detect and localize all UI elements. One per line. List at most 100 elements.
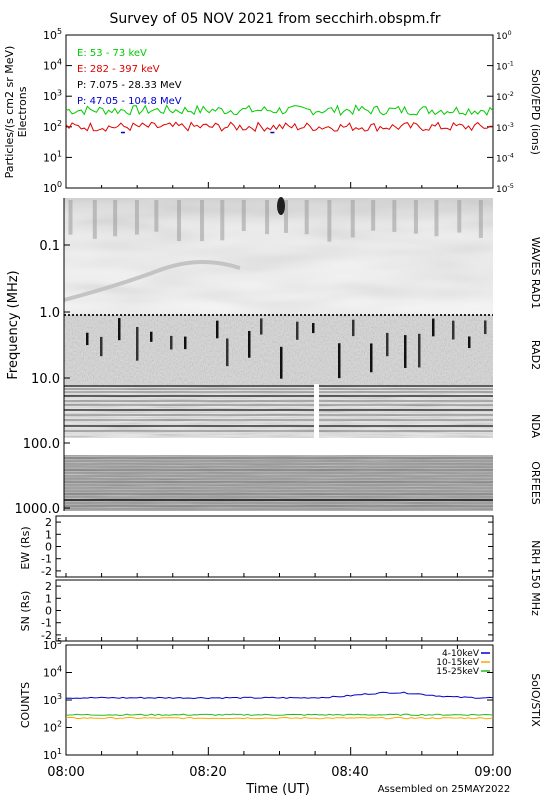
stix-ylabel: COUNTS: [19, 682, 32, 728]
stix-series-0: [65, 691, 494, 700]
nrh-ew-ylabel: EW (Rs): [19, 526, 32, 569]
radio-y-axis: 0.1 1.0 10.0 100.0 1000.0: [15, 239, 70, 517]
rad1-burst: [241, 200, 246, 232]
rad1-burst: [371, 200, 376, 231]
epd-ytick-label: 104: [43, 58, 62, 73]
stix-y-axis: 101 102 103 104 105: [43, 637, 493, 762]
stix-ytick-label: 101: [43, 747, 62, 762]
rad2-burst: [100, 336, 103, 357]
rad2-burst: [432, 318, 435, 337]
nda-texture: [64, 385, 493, 438]
stix-ytick-label: 104: [43, 665, 62, 680]
nrh-sn-frame: [55, 579, 494, 642]
rad1-burst: [92, 200, 97, 239]
stix-legend: 4-10keV 10-15keV 15-25keV: [436, 649, 490, 677]
stix-panel: 101 102 103 104 105 4-10keV 10-15keV 15-25ke…: [19, 637, 542, 762]
nrh-ytick-label: -1: [41, 553, 52, 566]
rad2-burst: [386, 332, 389, 357]
epd-y2tick-label: 10-1: [496, 60, 514, 73]
rad2-burst: [150, 331, 153, 342]
epd-ytick-label: 101: [43, 149, 62, 164]
epd-ytick-label: 103: [43, 88, 62, 103]
radio-ytick-label: 1.0: [39, 306, 60, 321]
rad2-burst: [184, 336, 187, 350]
rad1-burst: [457, 200, 462, 233]
epd-y2tick-label: 10-4: [496, 151, 514, 164]
rad2-burst: [452, 320, 455, 340]
rad1-burst: [177, 200, 182, 242]
rad2-burst: [170, 335, 173, 350]
radio-panel: 0.1 1.0 10.0 100.0 1000.0 Frequency (MHz) WA…: [6, 197, 542, 517]
rad1-burst: [200, 200, 205, 242]
rad2-burst: [352, 319, 355, 337]
epd-y-axis: 100 101 102 103 104 105: [43, 27, 72, 195]
stix-series-1: [65, 716, 494, 720]
epd-series: [65, 104, 494, 134]
rad2-burst: [280, 346, 283, 379]
figure-title: Survey of 05 NOV 2021 from secchirh.obsp…: [109, 11, 440, 27]
band-label-rad2: RAD2: [529, 340, 542, 370]
epd-y2tick-label: 100: [496, 29, 512, 42]
nrh-ytick-label: -2: [41, 629, 52, 642]
rad2-burst: [118, 318, 121, 341]
rad2-burst: [216, 320, 219, 339]
epd-y2tick-label: 10-5: [496, 182, 514, 195]
stix-series: [65, 691, 494, 720]
rad2-bursts: [86, 318, 487, 379]
rad1-burst: [265, 200, 270, 235]
stix-legend-4-10: 4-10keV: [442, 649, 480, 659]
stix-ytick-label: 103: [43, 692, 62, 707]
stix-frame: [65, 644, 494, 756]
rad2-burst: [370, 343, 373, 373]
x-tick-0840: 08:40: [331, 765, 368, 780]
rad2-burst: [86, 332, 89, 346]
rad2-burst: [418, 333, 421, 368]
rad1-strong-burst: [277, 197, 285, 215]
nrh-right-label: NRH 150 MHz: [529, 540, 542, 616]
x-tick-0820: 08:20: [189, 765, 226, 780]
band-label-nda: NDA: [529, 414, 542, 439]
epd-legend-p2: P: 47.05 - 104.8 MeV: [77, 96, 182, 107]
radio-ytick-label: 0.1: [39, 239, 60, 254]
rad1-burst: [113, 200, 118, 237]
nrh-ytick-label: 2: [45, 516, 52, 529]
rad1-burst: [392, 200, 397, 232]
rad1-burst: [68, 200, 73, 235]
x-tick-0800: 08:00: [47, 765, 84, 780]
orfees-lines: [64, 457, 493, 510]
epd-y2tick-label: 10-3: [496, 121, 514, 134]
radio-ytick-label: 1000.0: [15, 502, 61, 517]
rad2-burst: [404, 335, 407, 368]
rad1-burst: [478, 200, 483, 238]
radio-ylabel: Frequency (MHz): [6, 270, 21, 379]
stix-legend-15-25: 15-25keV: [436, 667, 480, 677]
rad1-burst: [413, 200, 418, 234]
epd-ytick-label: 102: [43, 119, 62, 134]
nrh-ytick-label: 1: [45, 592, 52, 605]
epd-y2tick-label: 10-2: [496, 90, 514, 103]
rad1-drift-feature: [63, 260, 241, 302]
rad2-texture: [64, 315, 493, 385]
nrh-ytick-label: -2: [41, 565, 52, 578]
rad1-burst: [434, 200, 439, 237]
x-axis-label: Time (UT): [245, 782, 310, 797]
rad2-burst: [248, 330, 251, 358]
rad2-burst: [226, 338, 229, 367]
rad2-burst: [312, 323, 315, 334]
epd-y2-axis: 10-5 10-4 10-3 10-2 10-1 100: [487, 29, 514, 195]
rad1-burst: [134, 200, 139, 235]
x-tick-0900: 09:00: [474, 765, 511, 780]
nrh-ytick-label: 1: [45, 528, 52, 541]
stix-series-2: [65, 713, 494, 717]
epd-series-0: [65, 104, 494, 117]
radio-ytick-label: 10.0: [31, 372, 60, 387]
nrh-ytick-label: 0: [45, 541, 52, 554]
stix-ytick-label: 105: [43, 637, 62, 652]
rad2-burst: [296, 321, 299, 340]
epd-series-1: [65, 121, 494, 133]
rad2-burst: [468, 336, 471, 349]
